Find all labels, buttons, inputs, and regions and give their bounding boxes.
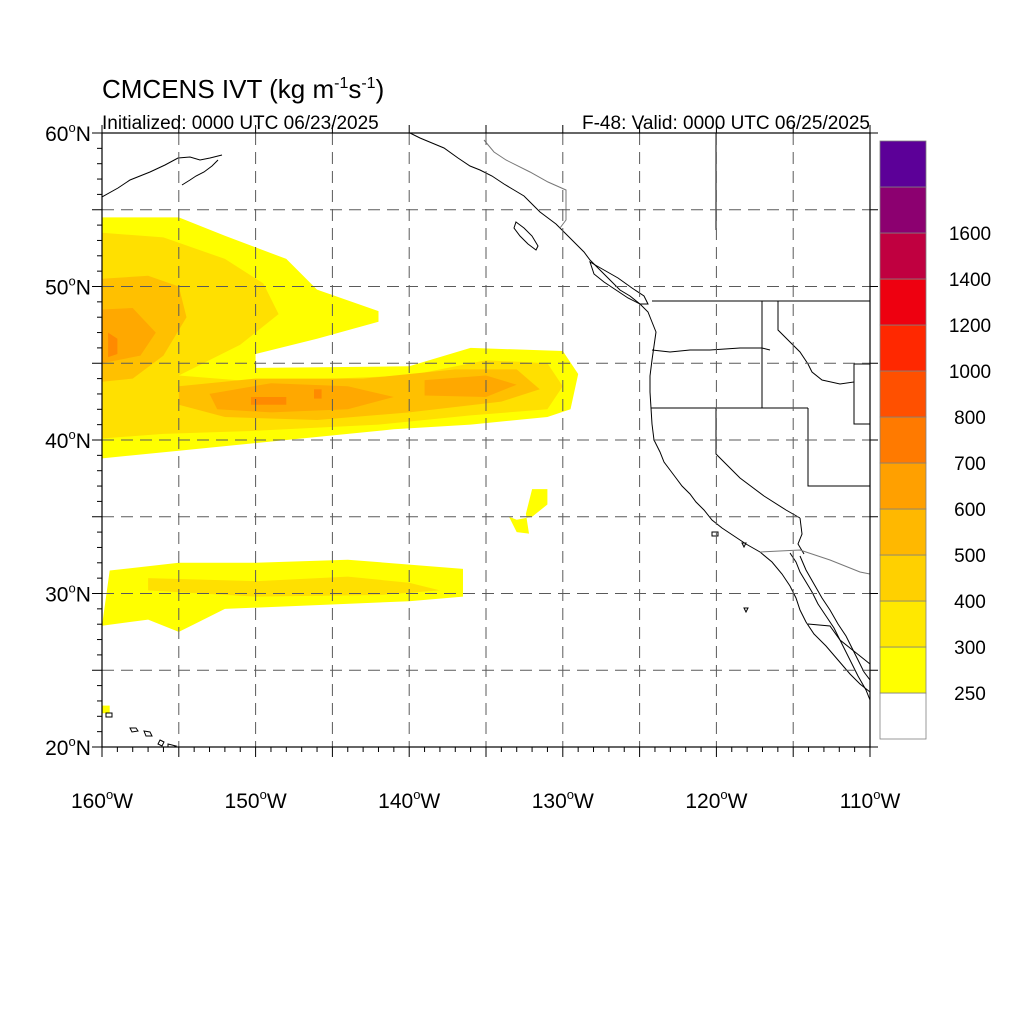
lat-label-40: 40oN xyxy=(45,427,91,453)
ivt-colorbar: 250 300 400 500 600 700 800 1000 1200 1400 1600 xyxy=(879,140,991,740)
ivt-region-250-12 xyxy=(509,489,548,534)
valid-time-label: F-48: Valid: 0000 UTC 06/25/2025 xyxy=(582,113,870,134)
alaska-canada-border xyxy=(483,139,567,229)
ivt-region-600-9 xyxy=(314,389,322,399)
coastline-layer xyxy=(102,133,870,747)
arizona-border xyxy=(797,517,805,555)
haida-gwaii-outline xyxy=(513,221,539,251)
colorbar-label-800: 800 xyxy=(954,408,986,429)
colorbar-box xyxy=(879,462,927,510)
axis-ticks xyxy=(92,125,878,757)
alaska-coastline xyxy=(102,133,870,693)
colorbar-box xyxy=(879,186,927,234)
map-title-main: CMCENS IVT (kg m xyxy=(102,74,334,104)
ivt-shading-layer xyxy=(102,217,579,714)
lon-label-130: 130oW xyxy=(532,787,594,813)
map-title-exp1: -1 xyxy=(334,75,348,92)
colorbar-label-700: 700 xyxy=(954,454,986,475)
baja-coastline xyxy=(789,552,870,701)
lat-label-50: 50oN xyxy=(45,274,91,300)
lon-label-140: 140oW xyxy=(378,787,440,813)
mexico-border xyxy=(759,549,870,575)
colorbar-label-300: 300 xyxy=(954,638,986,659)
ivt-region-300-11 xyxy=(148,576,440,597)
colorbar-box xyxy=(879,508,927,556)
vancouver-island-outline xyxy=(589,260,649,305)
colorbar-label-500: 500 xyxy=(954,546,986,567)
lat-lon-grid xyxy=(102,133,870,747)
lon-label-150: 150oW xyxy=(225,787,287,813)
utah-border xyxy=(807,364,870,487)
colorbar-box xyxy=(879,278,927,326)
map-title-close: ) xyxy=(376,74,385,104)
axis-labels: 60oN 50oN 40oN 30oN 20oN 160oW 150oW 140oW 130oW… xyxy=(45,120,900,813)
lon-label-120: 120oW xyxy=(685,787,747,813)
colorbar-label-1600: 1600 xyxy=(949,224,991,245)
colorbar-label-1400: 1400 xyxy=(949,270,991,291)
map-title-mid: s xyxy=(348,74,361,104)
colorbar-label-1200: 1200 xyxy=(949,316,991,337)
lat-label-60: 60oN xyxy=(45,120,91,146)
mexico-state-border xyxy=(807,623,870,665)
ivt-region-600-7 xyxy=(108,332,118,358)
map-title-exp2: -1 xyxy=(361,75,375,92)
lon-label-160: 160oW xyxy=(71,787,133,813)
colorbar-box xyxy=(879,324,927,372)
colorbar-box xyxy=(879,646,927,694)
lat-label-20: 20oN xyxy=(45,734,91,760)
hawaii-islands-outline xyxy=(105,712,178,747)
colorbar-label-600: 600 xyxy=(954,500,986,521)
colorbar-box xyxy=(879,692,927,740)
lon-label-110: 110oW xyxy=(840,787,901,813)
ivt-region-250-13 xyxy=(102,705,110,714)
colorbar-box xyxy=(879,140,927,188)
map-title: CMCENS IVT (kg m-1s-1) xyxy=(102,74,384,104)
init-time-label: Initialized: 0000 UTC 06/23/2025 xyxy=(102,113,379,134)
colorbar-box xyxy=(879,554,927,602)
ivt-region-500-6 xyxy=(424,375,517,397)
colorbar-box xyxy=(879,600,927,648)
lat-label-30: 30oN xyxy=(45,581,91,607)
colorbar-label-250: 250 xyxy=(954,684,986,705)
colorbar-label-400: 400 xyxy=(954,592,986,613)
colorbar-label-1000: 1000 xyxy=(949,362,991,383)
ivt-region-600-8 xyxy=(251,397,287,405)
colorbar-box xyxy=(879,416,927,464)
colorbar-box xyxy=(879,232,927,280)
colorbar-box xyxy=(879,370,927,418)
